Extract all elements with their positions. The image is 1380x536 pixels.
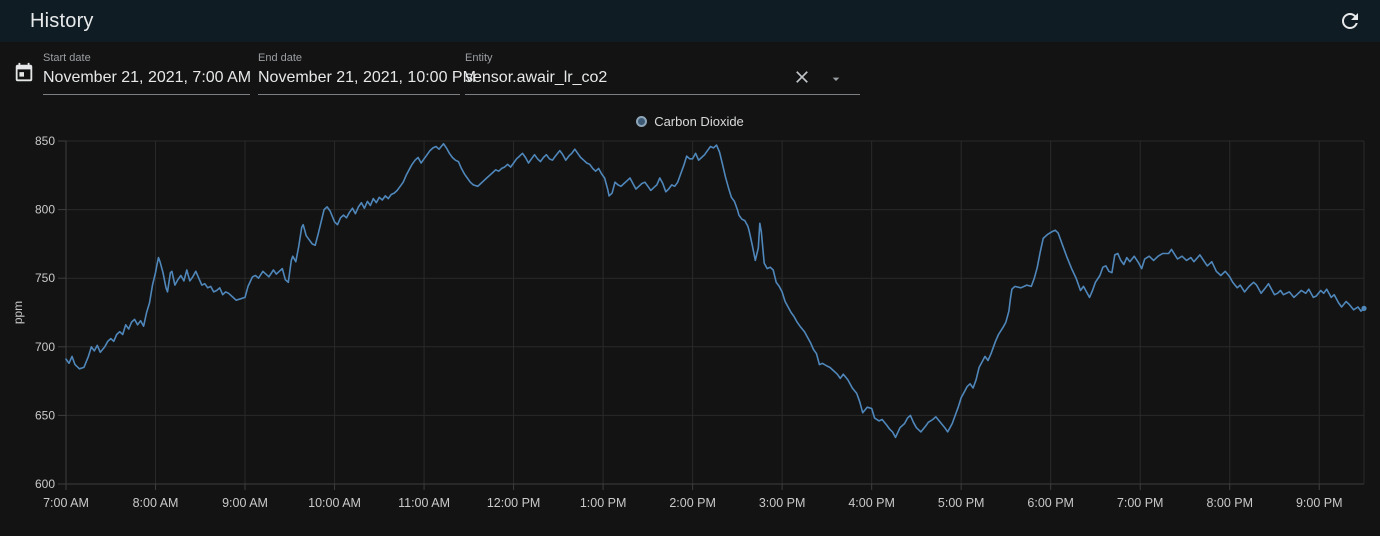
chart-legend: Carbon Dioxide — [0, 111, 1380, 131]
end-date-label: End date — [258, 52, 303, 64]
clear-entity-button[interactable] — [792, 67, 812, 87]
end-date-field[interactable]: End date November 21, 2021, 10:00 PM — [258, 52, 476, 95]
svg-text:600: 600 — [35, 477, 55, 491]
refresh-icon — [1338, 13, 1362, 36]
svg-text:7:00 AM: 7:00 AM — [43, 496, 89, 510]
co2-series-line — [65, 142, 1365, 439]
svg-text:850: 850 — [35, 134, 55, 148]
svg-text:4:00 PM: 4:00 PM — [848, 496, 895, 510]
calendar-icon — [13, 62, 35, 84]
legend-label: Carbon Dioxide — [654, 113, 744, 129]
svg-text:12:00 PM: 12:00 PM — [487, 496, 541, 510]
svg-text:800: 800 — [35, 203, 55, 217]
entity-value[interactable]: sensor.awair_lr_co2 — [465, 69, 860, 95]
page-title: History — [30, 9, 94, 32]
svg-text:1:00 PM: 1:00 PM — [580, 496, 627, 510]
filter-bar: Start date November 21, 2021, 7:00 AM En… — [0, 42, 1380, 112]
svg-text:11:00 AM: 11:00 AM — [398, 496, 450, 510]
svg-text:650: 650 — [35, 408, 55, 422]
svg-text:750: 750 — [35, 271, 55, 285]
series-end-dot — [1361, 305, 1367, 311]
start-date-value[interactable]: November 21, 2021, 7:00 AM — [43, 69, 251, 95]
svg-text:10:00 AM: 10:00 AM — [308, 496, 361, 510]
svg-text:5:00 PM: 5:00 PM — [938, 496, 985, 510]
svg-text:6:00 PM: 6:00 PM — [1027, 496, 1074, 510]
start-date-field[interactable]: Start date November 21, 2021, 7:00 AM — [43, 52, 251, 95]
svg-text:8:00 AM: 8:00 AM — [133, 496, 179, 510]
entity-dropdown-button[interactable] — [828, 71, 844, 87]
legend-marker-icon — [636, 115, 648, 127]
svg-text:7:00 PM: 7:00 PM — [1117, 496, 1164, 510]
start-date-label: Start date — [43, 52, 91, 64]
svg-text:9:00 AM: 9:00 AM — [222, 496, 268, 510]
end-date-value[interactable]: November 21, 2021, 10:00 PM — [258, 69, 476, 95]
svg-text:9:00 PM: 9:00 PM — [1296, 496, 1343, 510]
svg-text:3:00 PM: 3:00 PM — [759, 496, 806, 510]
svg-text:2:00 PM: 2:00 PM — [669, 496, 716, 510]
svg-text:700: 700 — [35, 340, 55, 354]
entity-label: Entity — [465, 52, 493, 64]
app-header: History — [0, 0, 1380, 42]
legend-item-carbon-dioxide[interactable]: Carbon Dioxide — [636, 114, 744, 129]
y-axis-label: ppm — [11, 301, 25, 324]
chevron-down-icon — [828, 75, 844, 90]
svg-text:8:00 PM: 8:00 PM — [1206, 496, 1253, 510]
close-icon — [792, 71, 812, 90]
refresh-button[interactable] — [1338, 9, 1362, 33]
entity-picker-field[interactable]: Entity sensor.awair_lr_co2 — [465, 52, 860, 95]
